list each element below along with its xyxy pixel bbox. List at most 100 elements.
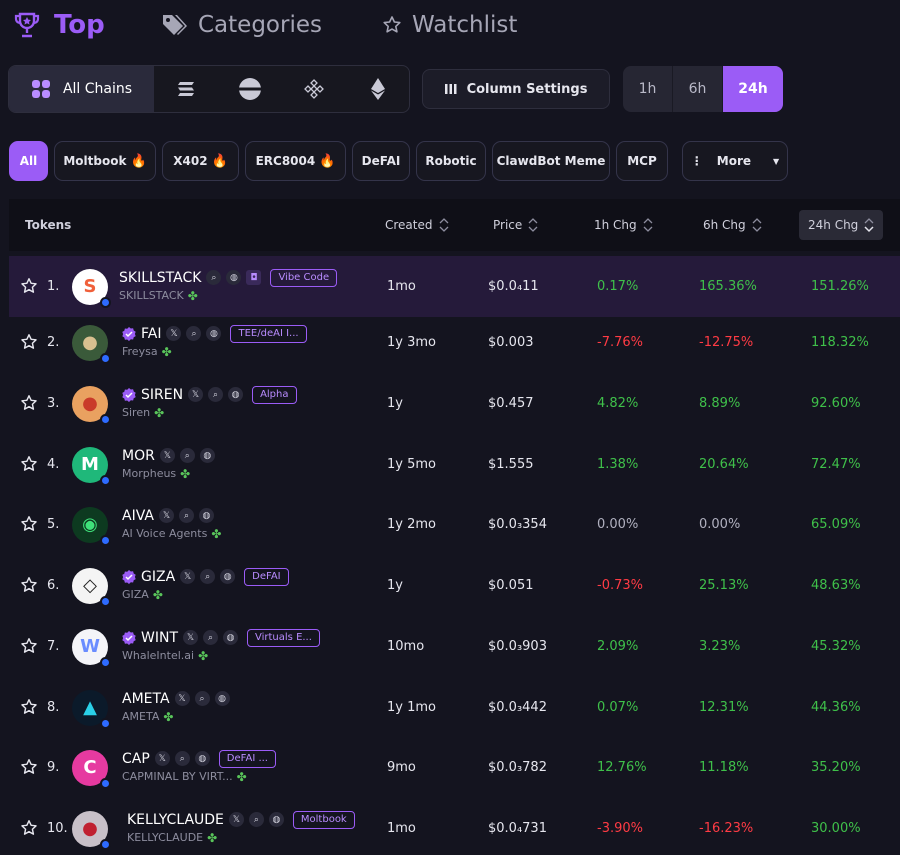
search-icon[interactable]: ⌕	[208, 387, 224, 402]
timeframe-6h[interactable]: 6h	[673, 66, 723, 112]
column-1h-change[interactable]: 1h Chg	[594, 199, 653, 251]
column-settings-button[interactable]: Column Settings	[422, 69, 610, 109]
chain-ethereum[interactable]	[346, 66, 409, 112]
created-value: 1mo	[387, 820, 416, 836]
nav-tab-top[interactable]: Top	[12, 8, 105, 42]
globe-icon[interactable]: ◍	[199, 448, 215, 463]
star-icon[interactable]	[20, 758, 38, 776]
search-icon[interactable]: ⌕	[186, 326, 202, 341]
chain-all[interactable]: All Chains	[9, 66, 154, 112]
app-icon[interactable]: ◘	[246, 270, 262, 285]
x-twitter-icon[interactable]: 𝕏	[188, 387, 204, 402]
star-icon[interactable]	[20, 515, 38, 533]
filter-x402[interactable]: X402 🔥	[162, 141, 239, 181]
x-twitter-icon[interactable]: 𝕏	[154, 751, 170, 766]
table-row[interactable]: 9. C CAP 𝕏 ⌕ ◍ DeFAI ... CAPMINAL BY VIR…	[9, 737, 900, 798]
token-symbol[interactable]: CAP	[122, 750, 150, 767]
filter-more-dropdown[interactable]: ⋮ More ▼	[682, 141, 788, 181]
chain-solana[interactable]	[154, 66, 218, 112]
change-24h-value: 72.47%	[811, 456, 861, 472]
table-row[interactable]: 8. ▲ AMETA 𝕏 ⌕ ◍ AMETA ✤	[9, 677, 900, 738]
star-icon[interactable]	[20, 698, 38, 716]
column-24h-change-label: 24h Chg	[808, 218, 859, 232]
token-symbol[interactable]: FAI	[141, 325, 162, 342]
star-icon[interactable]	[20, 819, 38, 837]
change-1h-value: 4.82%	[597, 395, 639, 411]
table-row[interactable]: 5. ◉ AIVA 𝕏 ⌕ ◍ AI Voice Agents ✤	[9, 494, 900, 555]
globe-icon[interactable]: ◍	[194, 751, 210, 766]
star-icon[interactable]	[20, 455, 38, 473]
star-icon[interactable]	[20, 277, 38, 295]
x-twitter-icon[interactable]: 𝕏	[166, 326, 182, 341]
timeframe-1h[interactable]: 1h	[623, 66, 673, 112]
globe-icon[interactable]: ◍	[220, 569, 236, 584]
timeframe-24h[interactable]: 24h	[723, 66, 783, 112]
category-tag[interactable]: DeFAI	[244, 567, 289, 586]
filter-clawdbot-meme[interactable]: ClawdBot Meme	[492, 141, 610, 181]
token-symbol[interactable]: WINT	[141, 629, 178, 646]
table-row[interactable]: 3. ● SIREN 𝕏 ⌕ ◍ Alpha Siren ✤	[9, 373, 900, 434]
category-tag[interactable]: Alpha	[252, 385, 297, 404]
nav-tab-watchlist[interactable]: Watchlist	[382, 8, 517, 42]
token-symbol[interactable]: SKILLSTACK	[119, 269, 202, 286]
search-icon[interactable]: ⌕	[203, 630, 218, 645]
search-icon[interactable]: ⌕	[179, 448, 195, 463]
filter-mcp[interactable]: MCP	[616, 141, 668, 181]
filter-robotic[interactable]: Robotic	[416, 141, 486, 181]
globe-icon[interactable]: ◍	[226, 270, 242, 285]
filter-moltbook[interactable]: Moltbook 🔥	[54, 141, 156, 181]
chain-selector: All Chains	[8, 65, 410, 113]
x-twitter-icon[interactable]: 𝕏	[159, 448, 175, 463]
search-icon[interactable]: ⌕	[248, 812, 264, 827]
column-created[interactable]: Created	[385, 199, 449, 251]
price-value: $0.0₃903	[488, 638, 547, 654]
token-symbol[interactable]: GIZA	[141, 568, 176, 585]
category-tag[interactable]: Virtuals E...	[247, 628, 320, 647]
category-tag[interactable]: Vibe Code	[270, 268, 338, 287]
column-24h-change[interactable]: 24h Chg	[799, 210, 884, 240]
table-row[interactable]: 4. M MOR 𝕏 ⌕ ◍ Morpheus ✤	[9, 434, 900, 495]
x-twitter-icon[interactable]: 𝕏	[158, 508, 174, 523]
star-icon[interactable]	[20, 637, 38, 655]
star-icon[interactable]	[20, 576, 38, 594]
filter-erc8004[interactable]: ERC8004 🔥	[245, 141, 346, 181]
globe-icon[interactable]: ◍	[268, 812, 284, 827]
column-price[interactable]: Price	[493, 199, 538, 251]
search-icon[interactable]: ⌕	[200, 569, 216, 584]
globe-icon[interactable]: ◍	[198, 508, 214, 523]
x-twitter-icon[interactable]: 𝕏	[228, 812, 244, 827]
globe-icon[interactable]: ◍	[206, 326, 222, 341]
token-symbol[interactable]: KELLYCLAUDE	[127, 811, 224, 828]
token-symbol[interactable]: AIVA	[122, 507, 154, 524]
nav-tab-categories[interactable]: Categories	[160, 8, 322, 42]
x-twitter-icon[interactable]: 𝕏	[174, 691, 190, 706]
search-icon[interactable]: ⌕	[178, 508, 194, 523]
token-symbol[interactable]: MOR	[122, 447, 155, 464]
category-tag[interactable]: Moltbook	[292, 810, 355, 829]
star-icon[interactable]	[20, 394, 38, 412]
search-icon[interactable]: ⌕	[206, 270, 222, 285]
table-row[interactable]: 2. ● FAI 𝕏 ⌕ ◍ TEE/deAI I... Freysa ✤	[9, 312, 900, 373]
column-6h-change[interactable]: 6h Chg	[703, 199, 762, 251]
rank-number: 4.	[47, 456, 60, 472]
filter-all[interactable]: All	[9, 141, 48, 181]
search-icon[interactable]: ⌕	[174, 751, 190, 766]
globe-icon[interactable]: ◍	[228, 387, 244, 402]
search-icon[interactable]: ⌕	[194, 691, 210, 706]
x-twitter-icon[interactable]: 𝕏	[183, 630, 198, 645]
x-twitter-icon[interactable]: 𝕏	[180, 569, 196, 584]
table-row[interactable]: 6. ◇ GIZA 𝕏 ⌕ ◍ DeFAI GIZA ✤	[9, 555, 900, 616]
chain-base[interactable]	[218, 66, 282, 112]
category-tag[interactable]: DeFAI ...	[218, 749, 276, 768]
globe-icon[interactable]: ◍	[214, 691, 230, 706]
globe-icon[interactable]: ◍	[223, 630, 238, 645]
chain-bnb[interactable]	[282, 66, 346, 112]
filter-defai[interactable]: DeFAI	[352, 141, 410, 181]
token-symbol[interactable]: SIREN	[141, 386, 184, 403]
table-row[interactable]: 7. W WINT 𝕏 ⌕ ◍ Virtuals E... WhaleIntel…	[9, 616, 900, 677]
category-tag[interactable]: TEE/deAI I...	[230, 324, 307, 343]
token-symbol[interactable]: AMETA	[122, 690, 170, 707]
star-icon[interactable]	[20, 333, 38, 351]
table-row[interactable]: 1. S SKILLSTACK ⌕ ◍ ◘ Vibe Code SKILLSTA…	[9, 256, 900, 317]
table-row[interactable]: 10. ● KELLYCLAUDE 𝕏 ⌕ ◍ Moltbook KELLYCL…	[9, 798, 900, 855]
